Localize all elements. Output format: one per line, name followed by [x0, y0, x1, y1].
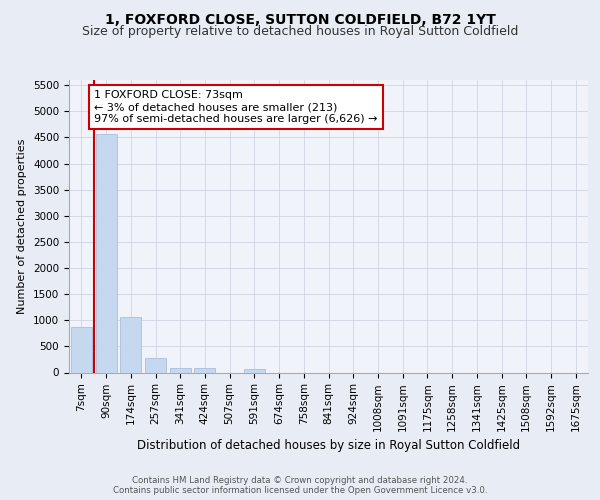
Text: 1, FOXFORD CLOSE, SUTTON COLDFIELD, B72 1YT: 1, FOXFORD CLOSE, SUTTON COLDFIELD, B72 …	[104, 12, 496, 26]
Bar	[145, 358, 166, 372]
Y-axis label: Number of detached properties: Number of detached properties	[17, 138, 28, 314]
Bar	[244, 369, 265, 372]
Bar	[71, 327, 92, 372]
Bar	[95, 134, 116, 372]
Bar	[170, 368, 191, 372]
X-axis label: Distribution of detached houses by size in Royal Sutton Coldfield: Distribution of detached houses by size …	[137, 440, 520, 452]
Text: 1 FOXFORD CLOSE: 73sqm
← 3% of detached houses are smaller (213)
97% of semi-det: 1 FOXFORD CLOSE: 73sqm ← 3% of detached …	[94, 90, 378, 124]
Text: Size of property relative to detached houses in Royal Sutton Coldfield: Size of property relative to detached ho…	[82, 25, 518, 38]
Bar	[120, 317, 141, 372]
Text: Contains HM Land Registry data © Crown copyright and database right 2024.
Contai: Contains HM Land Registry data © Crown c…	[113, 476, 487, 495]
Bar	[194, 368, 215, 372]
